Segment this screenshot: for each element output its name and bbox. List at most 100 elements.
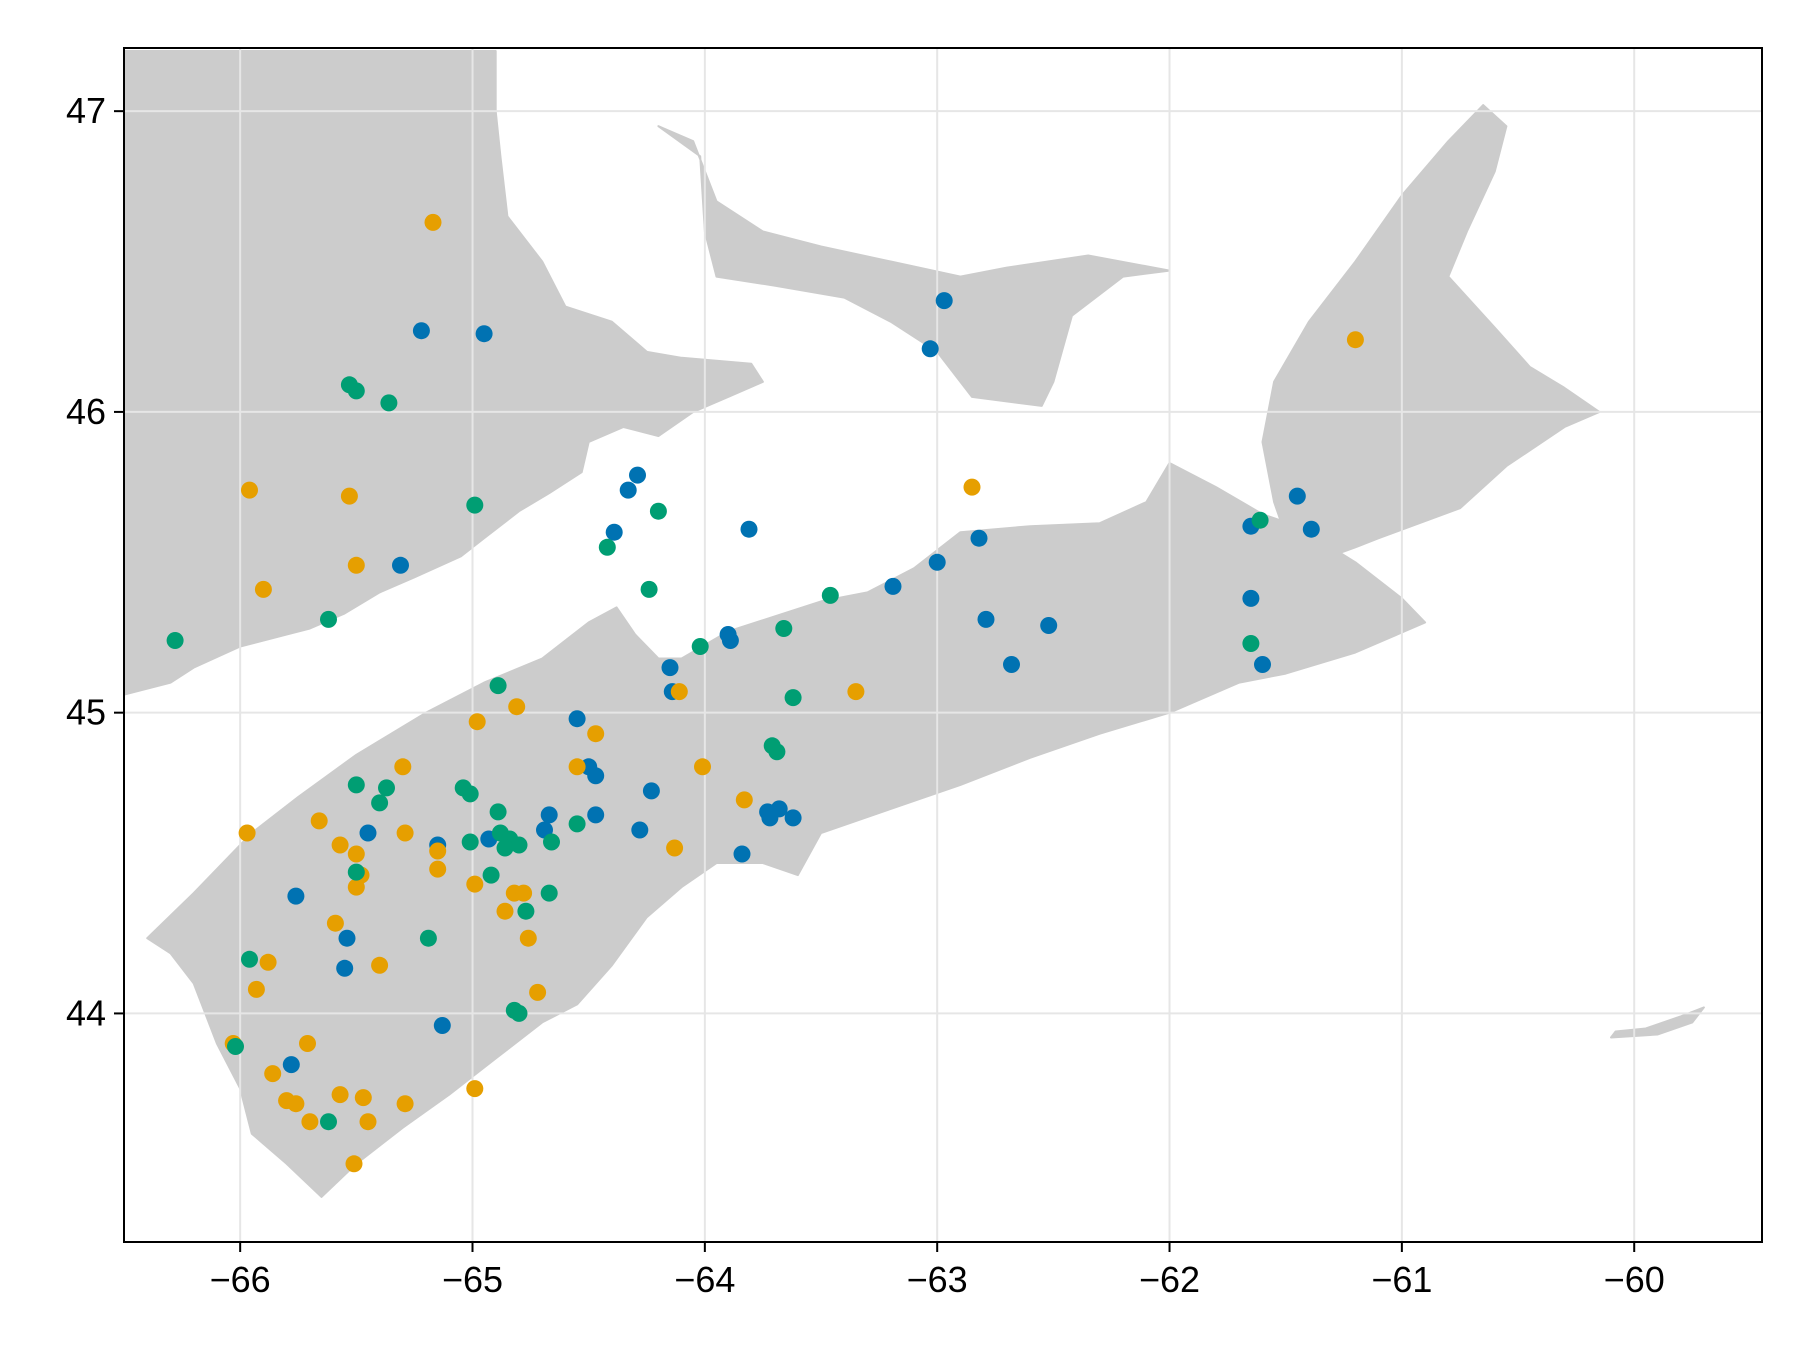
data-point-orange — [326, 914, 344, 932]
data-point-green — [691, 638, 709, 655]
data-point-orange — [310, 812, 328, 830]
data-point-green — [489, 803, 507, 821]
data-point-blue — [935, 292, 953, 310]
data-point-blue — [282, 1056, 300, 1074]
data-point-green — [821, 586, 839, 604]
data-point-orange — [515, 884, 533, 902]
data-point-green — [482, 866, 500, 884]
data-point-green — [466, 496, 484, 514]
data-point-orange — [424, 213, 442, 231]
plot-frame — [123, 47, 1763, 1243]
data-point-blue — [568, 710, 586, 728]
data-point-blue — [433, 1017, 451, 1034]
prince-edward-island — [657, 125, 1171, 407]
data-point-green — [347, 776, 365, 794]
data-point-blue — [1254, 656, 1271, 673]
data-point-green — [510, 1004, 528, 1022]
data-point-blue — [784, 809, 802, 827]
data-point-blue — [287, 887, 305, 905]
data-point-green — [598, 538, 616, 556]
y-tick-label: 46 — [66, 391, 106, 432]
data-point-orange — [247, 980, 265, 998]
data-point-green — [380, 394, 398, 412]
data-point-green — [784, 689, 802, 707]
y-tick-label: 47 — [66, 90, 106, 131]
data-point-blue — [1302, 520, 1320, 538]
data-point-orange — [359, 1113, 377, 1131]
x-tick-label: −60 — [1604, 1259, 1665, 1300]
data-point-blue — [619, 481, 637, 499]
data-point-orange — [666, 839, 684, 857]
data-point-orange — [468, 713, 486, 731]
y-tick-label: 45 — [66, 692, 106, 733]
data-point-orange — [529, 983, 547, 1001]
data-point-orange — [340, 487, 358, 505]
x-tick-label: −65 — [442, 1259, 503, 1300]
data-point-blue — [1242, 589, 1260, 607]
data-point-blue — [642, 782, 660, 800]
data-point-green — [461, 785, 479, 803]
data-point-orange — [1346, 331, 1364, 349]
data-point-orange — [264, 1065, 282, 1083]
data-point-green — [649, 502, 667, 520]
data-point-green — [347, 382, 365, 400]
data-point-orange — [259, 953, 277, 971]
x-tick-label: −66 — [210, 1259, 271, 1300]
data-point-blue — [1003, 656, 1020, 673]
new-brunswick-landmass — [124, 50, 764, 696]
data-point-blue — [336, 959, 354, 977]
data-point-orange — [238, 824, 256, 842]
data-point-blue — [928, 553, 946, 571]
data-point-blue — [587, 767, 605, 785]
data-point-orange — [466, 875, 484, 893]
data-point-green — [768, 743, 786, 761]
data-point-blue — [1288, 487, 1306, 505]
data-point-orange — [694, 758, 711, 776]
data-point-green — [227, 1038, 244, 1055]
data-point-orange — [331, 836, 349, 854]
data-point-blue — [770, 800, 788, 818]
data-point-orange — [429, 842, 447, 860]
data-point-green — [347, 863, 365, 881]
data-point-orange — [347, 556, 365, 574]
data-point-orange — [963, 478, 981, 496]
x-tick-label: −64 — [674, 1259, 735, 1300]
data-point-orange — [241, 481, 258, 499]
data-point-green — [371, 794, 389, 812]
data-point-orange — [847, 683, 865, 701]
data-point-green — [419, 929, 437, 947]
data-point-orange — [396, 1095, 414, 1113]
data-point-blue — [1040, 617, 1058, 634]
data-point-green — [543, 833, 560, 851]
x-axis: −66 −65 −64 −63 −62 −61 −60 — [210, 1242, 1665, 1300]
x-tick-label: −62 — [1139, 1259, 1200, 1300]
data-point-orange — [429, 860, 447, 878]
data-point-orange — [299, 1035, 316, 1052]
data-point-orange — [735, 791, 753, 809]
data-point-orange — [254, 580, 272, 598]
data-point-blue — [412, 322, 430, 340]
data-point-blue — [359, 824, 377, 842]
data-point-green — [166, 632, 184, 649]
data-point-green — [378, 779, 395, 797]
cape-breton-island — [1261, 104, 1601, 570]
data-point-orange — [347, 878, 365, 896]
data-point-blue — [884, 577, 902, 595]
data-point-green — [496, 839, 514, 857]
data-point-orange — [568, 758, 586, 776]
data-point-orange — [466, 1080, 484, 1098]
data-point-orange — [519, 929, 537, 947]
y-tick-label: 44 — [66, 992, 106, 1033]
data-point-green — [517, 902, 535, 920]
data-point-blue — [721, 632, 739, 649]
data-point-orange — [394, 758, 412, 776]
data-point-orange — [301, 1113, 319, 1131]
data-point-blue — [733, 845, 751, 863]
data-point-orange — [287, 1095, 305, 1113]
data-point-green — [320, 610, 337, 628]
data-point-blue — [338, 929, 356, 947]
data-point-orange — [354, 1089, 372, 1107]
data-point-green — [640, 580, 658, 598]
data-point-green — [568, 815, 586, 833]
